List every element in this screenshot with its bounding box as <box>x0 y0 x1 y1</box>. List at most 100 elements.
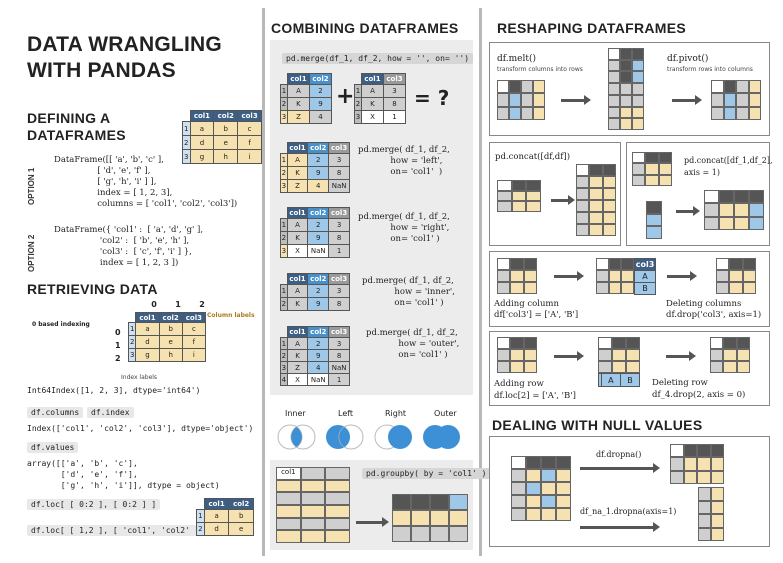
index-cell: 2 <box>280 349 288 362</box>
df-columns-chip: df.columns <box>27 407 84 418</box>
index-cell: 2 <box>280 297 288 311</box>
column-number: 0 <box>151 300 157 309</box>
grid-cell <box>276 505 301 518</box>
groupby-result-grid <box>392 494 468 542</box>
cell: a <box>189 121 215 136</box>
cell: a <box>135 322 160 336</box>
grid-cell <box>608 282 622 294</box>
grid-cell <box>533 80 545 94</box>
grid-cell <box>749 190 764 204</box>
grid-cell <box>723 361 737 373</box>
grid-cell <box>711 93 724 107</box>
grid-cell <box>608 48 620 60</box>
grid-cell <box>510 349 524 361</box>
grid-cell <box>576 212 590 224</box>
grid-cell <box>325 530 350 543</box>
cell: 3 <box>328 337 350 350</box>
cell: b <box>228 509 254 523</box>
df-index-chip: df.index <box>87 407 134 418</box>
cell: 2 <box>307 284 330 298</box>
grid-cell <box>620 71 632 84</box>
grid-cell <box>729 258 743 270</box>
cell: 2 <box>307 218 330 232</box>
index-cell: 2 <box>182 135 191 150</box>
index-cell: 3 <box>127 348 137 362</box>
dropna-arrow-icon <box>580 463 660 473</box>
grid-cell <box>716 282 730 294</box>
col-header: col3 <box>382 73 407 85</box>
grid-cell <box>392 526 411 542</box>
add-col-result-grid <box>596 258 634 294</box>
concat-rows-label: pd.concat([df,df]) <box>495 152 571 162</box>
cell: 9 <box>307 349 330 362</box>
grid-cell <box>533 93 545 107</box>
grid-cell <box>526 508 541 521</box>
grid-cell <box>698 514 711 528</box>
grid-cell <box>632 174 646 186</box>
grid-cell <box>602 200 616 212</box>
index-cell: 1 <box>280 218 288 232</box>
column-number: 2 <box>199 300 205 309</box>
grid-cell <box>704 190 719 204</box>
grid-cell <box>683 457 697 471</box>
combining-title: COMBINING DATAFRAMES <box>271 20 459 36</box>
cell: d <box>135 335 160 349</box>
grid-cell <box>716 258 730 270</box>
page-title-line2: WITH PANDAS <box>27 59 176 82</box>
grid-cell <box>632 106 644 119</box>
cell: A <box>286 218 309 232</box>
index-cell: 3 <box>280 361 288 374</box>
cell: Z <box>286 179 309 193</box>
grid-cell <box>511 201 527 212</box>
add-row-arrow-icon <box>554 351 584 361</box>
venn-label-right: Right <box>385 409 407 418</box>
col-header: col3 <box>328 273 350 285</box>
grid-cell <box>430 510 449 526</box>
col-header: col2 <box>308 73 333 85</box>
grid-cell <box>710 470 724 484</box>
grid-cell <box>646 213 662 227</box>
grid-cell <box>723 93 736 107</box>
col-header: col3 <box>328 207 350 219</box>
cell: h <box>158 348 183 362</box>
grid-cell <box>632 163 646 175</box>
grid-cell <box>621 282 634 294</box>
grid-cell <box>449 526 468 542</box>
grid-cell <box>608 118 620 130</box>
concat-cols-label-line2: axis = 1) <box>684 168 720 177</box>
venn-inner-icon <box>277 424 316 450</box>
adding-row-line2: df.loc[2] = ['A', 'B'] <box>494 391 576 401</box>
cell: A <box>360 84 384 98</box>
grid-cell <box>711 487 724 501</box>
grid-cell <box>602 164 616 176</box>
row-number: 0 <box>115 328 121 337</box>
cell: A <box>600 373 621 387</box>
grid-cell <box>736 106 749 120</box>
left-separator <box>262 8 265 556</box>
defining-title-line1: DEFINING A <box>27 110 111 126</box>
int64index-output: Int64Index([1, 2, 3], dtype='int64') <box>27 386 201 395</box>
melt-result-grid <box>608 48 644 130</box>
venn-label-outer: Outer <box>434 409 457 418</box>
cell: 8 <box>382 97 407 111</box>
cell: B <box>634 282 656 295</box>
row-numbers: 0 1 2 <box>115 326 125 365</box>
col-header: col1 <box>286 207 309 219</box>
col-header: col2 <box>213 110 239 122</box>
grid-cell <box>526 180 541 191</box>
col-header: col2 <box>307 326 330 338</box>
grid-cell <box>556 508 571 521</box>
left-merge-code: pd.merge( df_1, df_2, how = 'left', on= … <box>358 145 450 177</box>
grid-cell <box>526 456 541 469</box>
col-header: col1 <box>286 142 309 154</box>
grid-cell <box>749 203 764 217</box>
grid-cell <box>497 201 512 212</box>
grid-cell <box>621 270 634 282</box>
grid-cell <box>511 190 527 202</box>
index-cell: 3 <box>280 179 288 193</box>
grid-cell <box>541 469 556 482</box>
grid-cell <box>511 482 526 495</box>
